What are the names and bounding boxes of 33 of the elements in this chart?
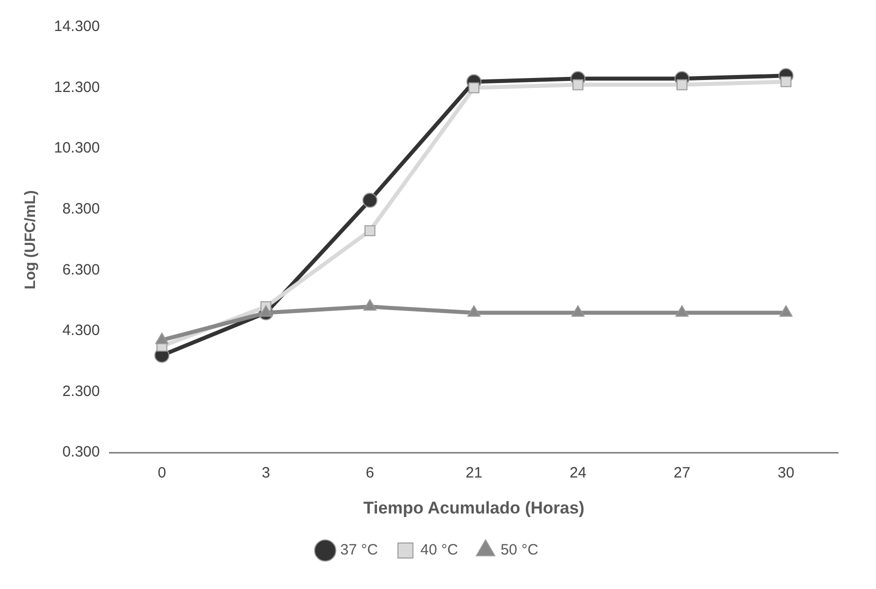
legend-label: 37 °C (340, 542, 378, 559)
x-tick-label: 6 (366, 464, 374, 482)
y-tick-label: 2.300 (62, 382, 100, 400)
y-tick-label: 8.300 (62, 200, 100, 218)
point (364, 225, 376, 236)
point (780, 76, 792, 88)
x-tick-label: 24 (570, 464, 586, 482)
point (467, 305, 480, 317)
point (779, 305, 793, 317)
y-tick-label: 14.300 (54, 18, 100, 36)
y-tick-label: 4.300 (62, 322, 100, 340)
point (259, 305, 272, 317)
x-tick-label: 3 (262, 464, 270, 482)
y-tick-label: 12.300 (54, 78, 100, 96)
x-tick-label: 27 (674, 464, 690, 482)
point (571, 305, 585, 317)
legend-label: 50 °C (500, 542, 538, 559)
point (362, 192, 378, 208)
x-tick-label: 0 (158, 464, 166, 482)
y-tick-label: 6.300 (62, 261, 100, 278)
point (572, 79, 584, 90)
point (676, 79, 688, 90)
point (468, 82, 480, 94)
x-tick-label: 30 (778, 464, 794, 482)
point (363, 299, 376, 311)
point (155, 332, 168, 344)
y-tick-label: 0.300 (62, 444, 100, 461)
y-tick-label: 10.300 (54, 140, 100, 157)
x-tick-label: 21 (466, 464, 482, 482)
x-axis-title: Tiempo Acumulado (Horas) (363, 498, 584, 518)
point (675, 305, 689, 317)
y-axis-title: Log (UFC/mL) (22, 190, 40, 290)
legend-label: 40 °C (420, 542, 458, 559)
